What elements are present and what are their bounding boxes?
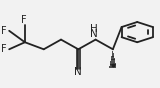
Text: F: F [1, 26, 6, 36]
Text: F: F [1, 44, 6, 54]
Text: F: F [21, 15, 27, 25]
Text: H: H [90, 24, 98, 34]
Text: N: N [90, 29, 98, 39]
Text: N: N [74, 67, 82, 77]
